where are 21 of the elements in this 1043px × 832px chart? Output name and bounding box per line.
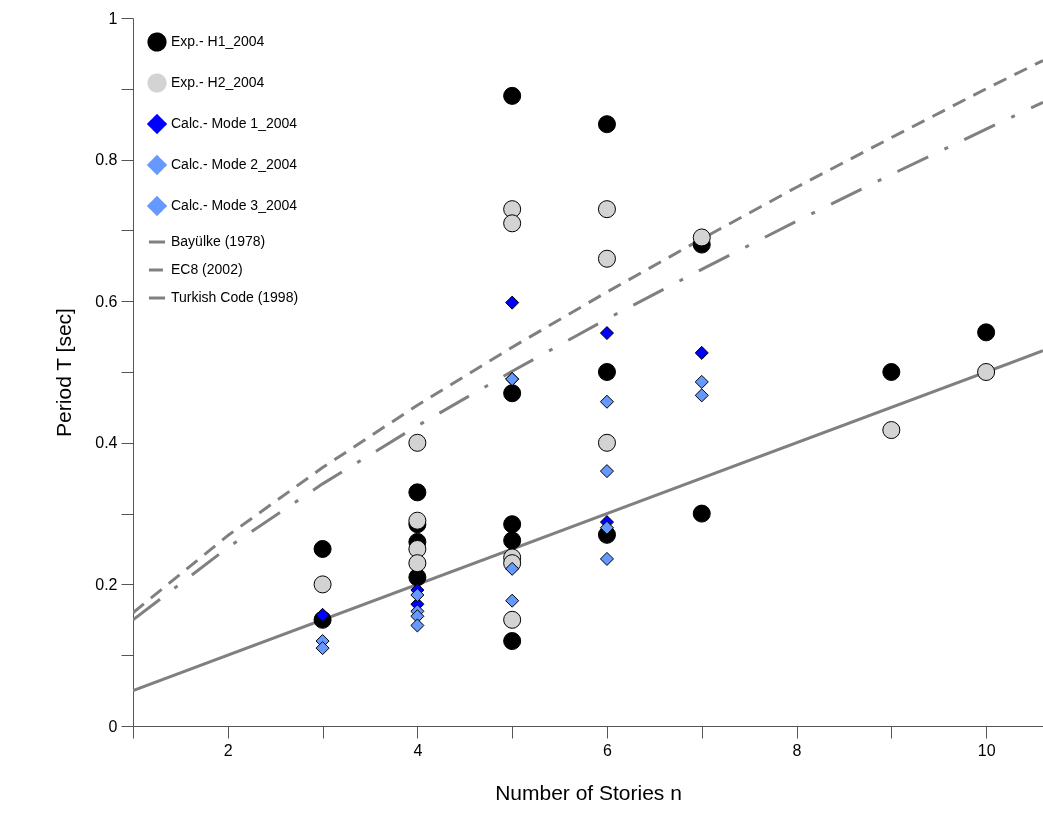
x-axis-title: Number of Stories n <box>495 780 682 804</box>
legend-label: Calc.- Mode 3_2004 <box>171 197 298 213</box>
legend-label: Calc.- Mode 1_2004 <box>171 115 298 131</box>
legend-label: Exp.- H1_2004 <box>171 33 265 49</box>
y-tick-label: 0.6 <box>95 292 118 310</box>
x-tick-label: 6 <box>603 741 613 759</box>
legend-label: Turkish Code (1998) <box>171 289 299 305</box>
y-tick-label: 0.4 <box>95 434 118 452</box>
x-tick-label: 2 <box>223 741 233 759</box>
x-tick-label: 4 <box>413 741 423 759</box>
legend-label: Exp.- H2_2004 <box>171 74 265 90</box>
x-tick-label: 8 <box>792 741 802 759</box>
legend-label: Calc.- Mode 2_2004 <box>171 156 298 172</box>
y-tick-label: 0.8 <box>95 151 118 169</box>
y-axis-title: Period T [sec] <box>52 308 76 437</box>
legend-label: EC8 (2002) <box>171 261 243 277</box>
y-tick-label: 0 <box>108 717 118 735</box>
y-tick-label: 0.2 <box>95 575 118 593</box>
legend-label: Bayülke (1978) <box>171 233 266 249</box>
y-tick-label: 1 <box>108 9 118 27</box>
x-tick-label: 10 <box>977 741 996 759</box>
